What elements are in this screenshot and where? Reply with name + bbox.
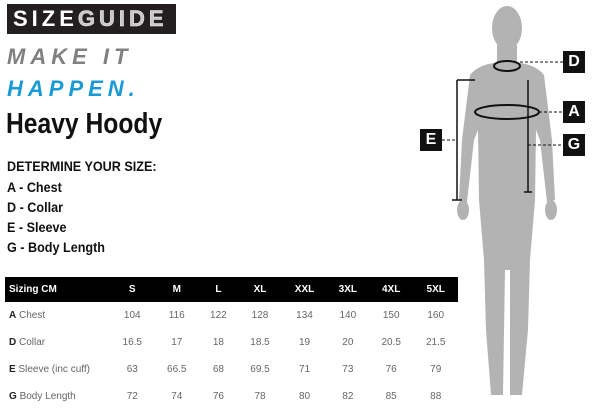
table-row: A Chest 104 116 122 128 134 140 150 160 xyxy=(5,302,458,329)
row-code: G xyxy=(9,391,17,402)
determine-heading: DETERMINE YOUR SIZE: xyxy=(7,158,157,174)
logo-part2: GUIDE xyxy=(77,6,168,32)
determine-item: A - Chest xyxy=(7,179,62,195)
row-code: A xyxy=(9,310,17,321)
table-row: E Sleeve (inc cuff) 63 66.5 68 69.5 71 73 76 79 xyxy=(5,356,458,383)
table-cell: 21.5 xyxy=(425,337,446,348)
row-code: E xyxy=(9,364,16,375)
size-table: Sizing CM S M L XL XXL 3XL 4XL 5XL A Chest 104 116… xyxy=(5,277,458,410)
determine-item: G - Body Length xyxy=(7,239,106,255)
body-figure xyxy=(442,6,563,395)
tagline-line1: MAKE IT xyxy=(7,44,133,69)
column-header: M xyxy=(154,277,200,302)
table-cell: 17 xyxy=(171,337,183,348)
table-cell: 116 xyxy=(168,310,185,321)
column-header: 5XL xyxy=(413,277,458,302)
determine-item: D - Collar xyxy=(7,199,64,215)
row-name: Chest xyxy=(19,310,46,321)
label-g: G xyxy=(563,134,585,156)
table-cell: 63 xyxy=(126,364,138,375)
table-cell: 104 xyxy=(123,310,141,321)
column-header: S xyxy=(110,277,155,302)
table-cell: 128 xyxy=(251,310,269,321)
table-row: D Collar 16.5 17 18 18.5 19 20 20.5 21.5 xyxy=(5,329,458,356)
column-header: XL xyxy=(237,277,283,302)
row-name: Body Length xyxy=(19,391,76,402)
label-a: A xyxy=(563,101,585,123)
table-cell: 85 xyxy=(385,391,397,402)
table-cell: 76 xyxy=(385,364,397,375)
row-label: E Sleeve (inc cuff) xyxy=(5,356,110,383)
row-name: Collar xyxy=(19,337,46,348)
table-cell: 18 xyxy=(212,337,224,348)
table-row: G Body Length 72 74 76 78 80 82 85 88 xyxy=(5,383,458,410)
table-cell: 76 xyxy=(212,391,224,402)
column-header: Sizing CM xyxy=(5,277,110,302)
table-cell: 20 xyxy=(342,337,354,348)
column-header: L xyxy=(199,277,238,302)
row-code: D xyxy=(9,337,17,348)
table-cell: 16.5 xyxy=(122,337,142,348)
table-cell: 78 xyxy=(254,391,266,402)
table-cell: 20.5 xyxy=(381,337,401,348)
row-label: D Collar xyxy=(5,329,110,356)
table-cell: 140 xyxy=(339,310,357,321)
row-label: G Body Length xyxy=(5,383,110,410)
table-cell: 73 xyxy=(342,364,354,375)
table-cell: 79 xyxy=(430,364,442,375)
logo-part1: SIZE xyxy=(13,6,78,31)
table-cell: 66.5 xyxy=(167,364,187,375)
table-cell: 160 xyxy=(427,310,445,321)
table-cell: 88 xyxy=(430,391,442,402)
table-cell: 82 xyxy=(342,391,354,402)
table-cell: 150 xyxy=(382,310,400,321)
table-cell: 72 xyxy=(126,391,138,402)
label-e: E xyxy=(420,129,442,151)
size-guide-logo: SIZEGUIDE xyxy=(7,4,176,34)
row-name: Sleeve (inc cuff) xyxy=(18,364,90,375)
tagline-line2: HAPPEN. xyxy=(7,76,140,101)
table-cell: 69.5 xyxy=(250,364,270,375)
table-cell: 18.5 xyxy=(250,337,270,348)
column-header: 3XL xyxy=(326,277,369,302)
column-header: XXL xyxy=(282,277,327,302)
table-cell: 71 xyxy=(298,364,311,375)
table-cell: 134 xyxy=(296,310,313,321)
label-d: D xyxy=(563,51,585,73)
row-label: A Chest xyxy=(5,302,110,329)
body-silhouette xyxy=(457,6,557,395)
page-title: Heavy Hoody xyxy=(6,108,163,140)
table-cell: 19 xyxy=(298,337,311,348)
table-cell: 68 xyxy=(212,364,224,375)
table-cell: 74 xyxy=(171,391,183,402)
table-cell: 80 xyxy=(298,391,311,402)
table-cell: 122 xyxy=(210,310,227,321)
column-header: 4XL xyxy=(368,277,414,302)
determine-item: E - Sleeve xyxy=(7,219,67,235)
